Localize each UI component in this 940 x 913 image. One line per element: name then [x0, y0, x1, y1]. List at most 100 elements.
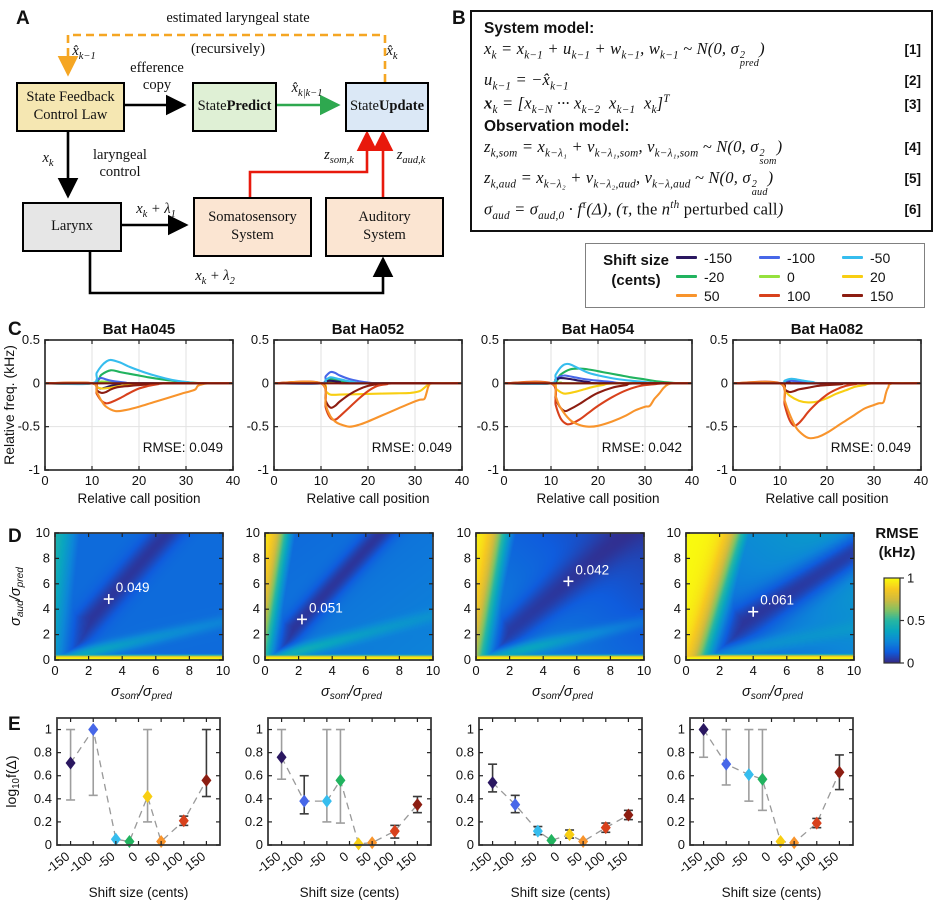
panel-a-label: A	[16, 8, 30, 29]
svg-text:0.4: 0.4	[667, 791, 685, 806]
svg-text:-50: -50	[94, 849, 118, 872]
svg-text:4: 4	[253, 601, 260, 616]
svg-text:2: 2	[295, 663, 302, 678]
data-diamond	[623, 808, 634, 822]
model-section-title: System model:	[484, 20, 595, 37]
svg-text:20: 20	[591, 473, 605, 488]
svg-text:0: 0	[674, 652, 681, 667]
legend-entry-label: 100	[787, 287, 811, 304]
svg-text:0: 0	[464, 652, 471, 667]
svg-text:-1: -1	[28, 462, 40, 477]
bat-plot-1: 0 10 20 30 40 0.5 0 -0.5 -1 Bat Ha052 RMSE: 0.049 R…	[247, 321, 470, 506]
data-diamond	[110, 832, 121, 846]
xhat-kk-label: x̂k|k−1	[291, 80, 323, 99]
svg-text:8: 8	[607, 663, 614, 678]
svg-text:30: 30	[638, 473, 652, 488]
legend-entry: 50	[676, 286, 759, 305]
equation: uk−1 = −x̂k−1	[484, 69, 569, 93]
equation-ref: [2]	[904, 72, 922, 88]
svg-text:1: 1	[256, 722, 263, 737]
rmse-heatmap-0	[55, 533, 223, 660]
svg-text:0: 0	[253, 652, 260, 667]
data-diamond	[721, 757, 732, 771]
svg-text:0: 0	[43, 652, 50, 667]
svg-text:0: 0	[500, 473, 507, 488]
svg-text:0: 0	[547, 849, 562, 865]
svg-text:10: 10	[457, 525, 471, 540]
legend-entry: 0	[759, 267, 842, 286]
svg-text:4: 4	[43, 601, 50, 616]
svg-text:40: 40	[685, 473, 699, 488]
svg-text:6: 6	[152, 663, 159, 678]
svg-text:0.5: 0.5	[907, 613, 925, 628]
data-diamond	[412, 798, 423, 812]
z-aud-label: zaud,k	[396, 147, 426, 166]
legend-entry-label: 50	[704, 287, 720, 304]
svg-text:0: 0	[492, 375, 499, 390]
equation-ref: [6]	[904, 202, 922, 218]
svg-text:10: 10	[85, 473, 99, 488]
svg-text:0.6: 0.6	[456, 768, 474, 783]
svg-text:0.2: 0.2	[34, 814, 52, 829]
equation-row: zk,som = xk−λ₁ + vk−λ₁,som, vk−λ₁,som ~ …	[484, 137, 921, 167]
svg-text:-100: -100	[698, 849, 728, 877]
data-diamond	[124, 835, 135, 849]
svg-text:0: 0	[472, 663, 479, 678]
svg-text:0.8: 0.8	[34, 745, 52, 760]
svg-text:10: 10	[847, 663, 861, 678]
legend-entry: 100	[759, 286, 842, 305]
svg-text:-1: -1	[716, 462, 728, 477]
svg-text:4: 4	[464, 601, 471, 616]
svg-text:0.8: 0.8	[456, 745, 474, 760]
svg-text:1: 1	[45, 722, 52, 737]
svg-text:50: 50	[353, 849, 374, 870]
colorbar-axes: 1 0.5 0 RMSE (kHz)	[875, 525, 925, 671]
data-diamond	[834, 765, 845, 779]
panel-d-axes: 002244668810100.049σsom/σpred00224466881…	[8, 525, 925, 702]
legend-line-swatch	[842, 294, 863, 297]
bat-title: Bat Ha045	[103, 321, 176, 338]
trend-dashed-line	[703, 729, 840, 844]
svg-text:8: 8	[464, 550, 471, 565]
data-diamond	[487, 776, 498, 790]
series-100	[732, 380, 922, 427]
svg-text:150: 150	[815, 849, 841, 874]
equation: zk,som = xk−λ₁ + vk−λ₁,som, vk−λ₁,som ~ …	[484, 137, 783, 168]
svg-text:8: 8	[674, 550, 681, 565]
svg-text:2: 2	[85, 663, 92, 678]
svg-text:0: 0	[41, 473, 48, 488]
x-axis-label: Relative call position	[77, 491, 200, 506]
svg-text:-50: -50	[516, 849, 540, 872]
legend-line-swatch	[759, 294, 780, 297]
svg-text:8: 8	[43, 550, 50, 565]
svg-text:0.4: 0.4	[245, 791, 263, 806]
svg-text:0.6: 0.6	[34, 768, 52, 783]
svg-text:-1: -1	[487, 462, 499, 477]
svg-text:4: 4	[540, 663, 547, 678]
legend-title: Shift size (cents)	[603, 252, 669, 289]
svg-text:40: 40	[226, 473, 240, 488]
svg-text:150: 150	[604, 849, 630, 874]
x-axis-label: σsom/σpred	[532, 684, 593, 702]
legend-line-swatch	[842, 275, 863, 278]
panel-e-label: E	[8, 714, 21, 735]
svg-text:20: 20	[132, 473, 146, 488]
svg-text:10: 10	[216, 663, 230, 678]
data-diamond	[335, 773, 346, 787]
x-axis-label: Shift size (cents)	[511, 885, 611, 900]
z-som-label: zsom,k	[324, 147, 354, 166]
heatmap-axes-2: 00 2 2 4 4 6 6 8 8 10 10 0.042 σsom/σpred	[457, 525, 652, 702]
svg-text:-100: -100	[276, 849, 306, 877]
colorbar	[884, 578, 900, 663]
data-diamond	[321, 794, 332, 808]
auditory-box: Auditory System	[325, 197, 444, 257]
optimum-rmse-value: 0.042	[575, 562, 609, 577]
rmse-value: RMSE: 0.049	[143, 440, 223, 455]
svg-text:2: 2	[464, 627, 471, 642]
svg-text:0: 0	[33, 375, 40, 390]
bat-title: Bat Ha054	[562, 321, 635, 338]
shift-size-legend-box	[585, 243, 925, 308]
equation-row: uk−1 = −x̂k−1 [2]	[484, 70, 921, 92]
svg-text:8: 8	[396, 663, 403, 678]
